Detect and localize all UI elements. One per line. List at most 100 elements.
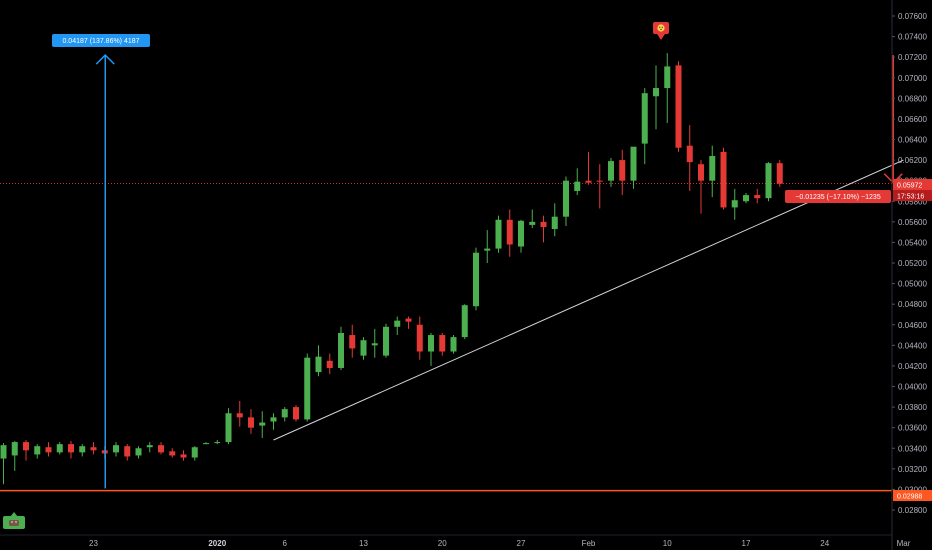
candle[interactable] (315, 345, 322, 377)
x-tick-label: 24 (820, 539, 829, 548)
time-axis[interactable]: 23 2020 6 13 20 27 Feb 10 17 24 Mar (89, 539, 911, 548)
y-tick-label: 0.05400 (898, 238, 927, 247)
candle[interactable] (113, 442, 119, 457)
candle-body (518, 220, 524, 247)
candle[interactable] (191, 446, 198, 461)
measure-up-label[interactable]: 0.04187 (137.86%) 4187 (52, 34, 150, 47)
candle-body (686, 145, 693, 163)
candle[interactable] (574, 168, 581, 196)
candle[interactable] (158, 442, 164, 455)
candle[interactable] (383, 323, 389, 358)
candle[interactable] (90, 442, 97, 455)
candle[interactable] (236, 400, 243, 427)
candle[interactable] (484, 230, 491, 263)
candle-body (236, 413, 243, 418)
last-price-badge: 0.05972 (893, 179, 932, 190)
candle-body (371, 343, 378, 346)
candle[interactable] (765, 162, 772, 202)
candle[interactable] (416, 316, 423, 360)
candle[interactable] (630, 146, 637, 189)
candle[interactable] (326, 353, 333, 375)
candle-body (68, 444, 74, 453)
candle[interactable] (563, 176, 569, 226)
candle[interactable] (225, 408, 232, 445)
candle[interactable] (473, 247, 479, 311)
candle-body (563, 180, 569, 217)
candle[interactable] (731, 188, 738, 220)
candle[interactable] (585, 151, 592, 185)
candle[interactable] (293, 405, 299, 422)
candle[interactable] (518, 219, 524, 253)
candle[interactable] (23, 440, 29, 461)
candle[interactable] (664, 53, 671, 124)
candle-body (473, 252, 479, 307)
candle[interactable] (439, 332, 446, 356)
candle[interactable] (596, 164, 603, 209)
candle[interactable] (495, 215, 502, 253)
candle[interactable] (68, 441, 74, 459)
candle[interactable] (776, 160, 783, 187)
candle-body (79, 446, 86, 453)
candle-body (506, 219, 513, 245)
candle[interactable] (551, 203, 558, 237)
candle[interactable] (338, 326, 344, 371)
candle[interactable] (349, 324, 356, 358)
candle-body (461, 305, 468, 338)
candle[interactable] (203, 442, 209, 445)
candle-body (146, 445, 153, 448)
trendline[interactable] (273, 159, 904, 441)
candle[interactable] (461, 304, 468, 340)
candle[interactable] (371, 328, 378, 358)
candle[interactable] (405, 316, 412, 329)
candle-body (214, 442, 221, 444)
candle[interactable] (529, 209, 536, 229)
candle[interactable] (608, 158, 614, 187)
candle[interactable] (124, 444, 131, 461)
candle[interactable] (0, 443, 7, 485)
candle[interactable] (394, 316, 401, 336)
candle[interactable] (720, 147, 727, 210)
candle[interactable] (135, 446, 142, 459)
candle[interactable] (619, 149, 626, 196)
candle[interactable] (169, 448, 176, 458)
candle[interactable] (675, 61, 682, 152)
y-tick-label: 0.07000 (898, 74, 927, 83)
candle[interactable] (56, 442, 63, 455)
candle[interactable] (540, 215, 547, 243)
candle-body (630, 146, 637, 181)
candle[interactable] (79, 444, 86, 457)
candle[interactable] (709, 145, 716, 198)
candle[interactable] (45, 442, 52, 457)
candle[interactable] (450, 335, 457, 354)
candle[interactable] (304, 353, 311, 422)
candle[interactable] (743, 193, 749, 204)
candle[interactable] (259, 411, 266, 438)
candle[interactable] (34, 444, 41, 459)
candle[interactable] (281, 407, 288, 422)
candle[interactable] (653, 65, 659, 130)
annotation-overlays (95, 54, 904, 489)
candle[interactable] (506, 209, 513, 257)
x-tick-label: 23 (89, 539, 98, 548)
candle[interactable] (754, 188, 761, 204)
bear-face-icon[interactable] (653, 22, 669, 40)
candle-body (675, 65, 682, 148)
candle[interactable] (11, 441, 18, 471)
candle[interactable] (698, 160, 704, 214)
candle[interactable] (146, 442, 153, 453)
candle[interactable] (428, 332, 434, 366)
candle-body (293, 407, 299, 420)
candle[interactable] (686, 125, 693, 191)
candle[interactable] (270, 413, 277, 430)
candle[interactable] (214, 440, 221, 445)
measure-down-label[interactable]: −0.01235 (−17.10%) −1235 (785, 190, 891, 203)
price-axis[interactable]: 0.07600 0.07400 0.07200 0.07000 0.06800 0.066… (892, 12, 927, 515)
candle[interactable] (248, 409, 254, 434)
candle-body (754, 195, 761, 199)
candle[interactable] (360, 337, 367, 360)
candle[interactable] (641, 88, 648, 165)
svg-text:0.05972: 0.05972 (897, 183, 922, 190)
bull-face-icon[interactable] (3, 512, 25, 529)
candle[interactable] (180, 450, 187, 461)
